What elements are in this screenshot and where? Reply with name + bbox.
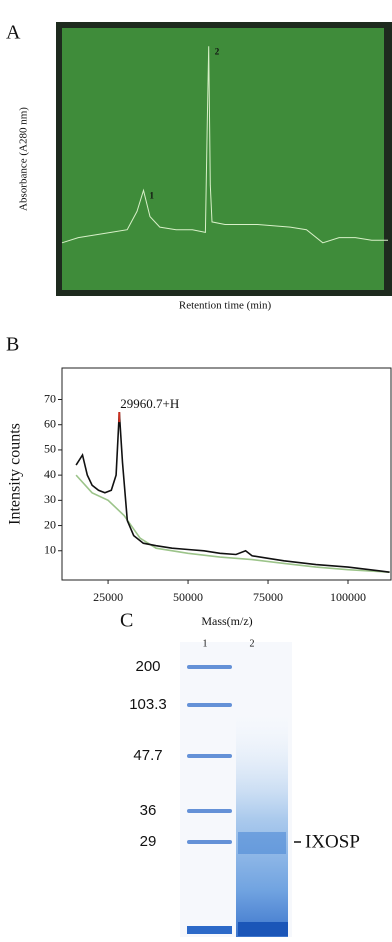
y-tick-label: 70: [44, 391, 56, 405]
target-band: [238, 832, 286, 854]
y-tick-label: 20: [44, 517, 56, 531]
marker-label: 36: [140, 802, 157, 819]
peak-annotation: 1: [150, 191, 155, 201]
x-axis-label: Retention time (min): [179, 300, 272, 312]
series-line: [76, 412, 390, 572]
lane-smear: [236, 700, 288, 937]
marker-band: [187, 703, 232, 707]
lane2-bottom: [238, 922, 288, 936]
plot-area: [62, 368, 391, 580]
panel-label: B: [6, 334, 19, 356]
peak-annotation: 2: [215, 46, 220, 56]
x-tick-label: 50000: [173, 590, 203, 604]
marker-label: 29: [140, 833, 157, 850]
plot-area: [62, 28, 384, 290]
series-line: [76, 475, 390, 572]
band-label: IXOSP: [305, 831, 360, 852]
y-tick-label: 40: [44, 467, 56, 481]
lane1-bottom: [187, 926, 232, 934]
y-axis-label: Absorbance (A280 nm): [18, 107, 30, 211]
peak-annotation: 29960.7+H: [120, 396, 179, 411]
marker-label: 103.3: [129, 696, 167, 713]
lane-label: 1: [203, 638, 208, 649]
y-axis-label: Intensity counts: [7, 423, 24, 525]
x-tick-label: 25000: [93, 590, 123, 604]
marker-band: [187, 754, 232, 758]
x-tick-label: 100000: [330, 590, 366, 604]
panel-label: A: [6, 22, 21, 44]
marker-band: [187, 665, 232, 669]
marker-label: 47.7: [133, 747, 162, 764]
y-tick-label: 30: [44, 492, 56, 506]
lane-label: 2: [250, 638, 255, 649]
panel-label: C: [120, 610, 133, 632]
y-tick-label: 60: [44, 416, 56, 430]
x-tick-label: 75000: [253, 590, 283, 604]
x-axis-label: Mass(m/z): [201, 614, 252, 628]
marker-band: [187, 809, 232, 813]
y-tick-label: 50: [44, 442, 56, 456]
figure: A Absorbance (A280 nm) Retention time (min…: [0, 0, 392, 937]
marker-label: 200: [135, 658, 160, 675]
y-tick-label: 10: [44, 543, 56, 557]
marker-band: [187, 840, 232, 844]
